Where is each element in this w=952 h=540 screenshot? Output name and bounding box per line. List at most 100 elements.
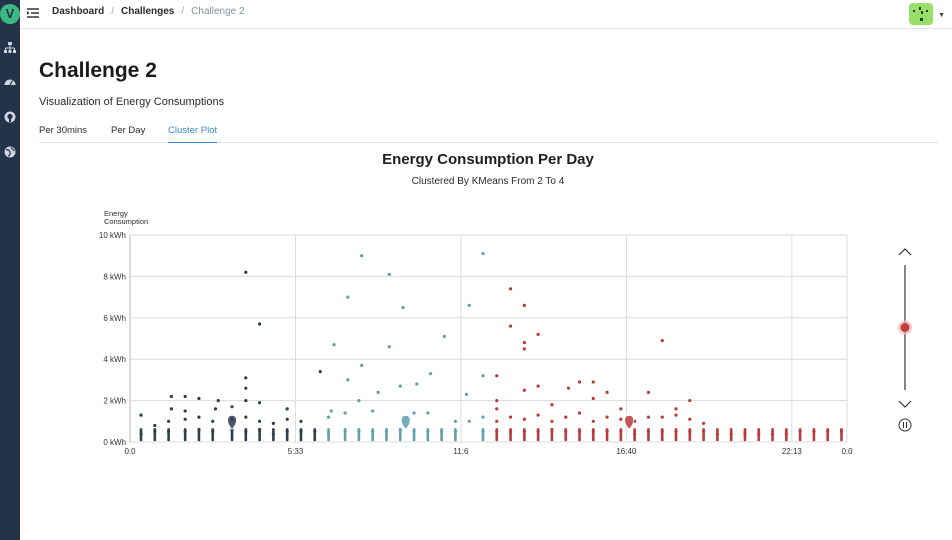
- data-point: [139, 430, 143, 434]
- data-point: [619, 434, 623, 438]
- data-point: [550, 428, 554, 431]
- data-point: [426, 438, 430, 442]
- data-point: [230, 434, 234, 438]
- globe-icon[interactable]: [3, 145, 17, 159]
- data-point: [454, 438, 457, 442]
- data-point: [536, 436, 540, 440]
- data-point: [244, 399, 248, 403]
- data-point: [453, 419, 458, 423]
- chart-title: Energy Consumption Per Day: [382, 151, 594, 168]
- data-point: [244, 436, 248, 440]
- data-point: [619, 438, 623, 442]
- data-point: [619, 432, 623, 436]
- data-point: [674, 436, 678, 440]
- data-point: [197, 428, 201, 431]
- tab-per-30mins[interactable]: Per 30mins: [39, 125, 88, 136]
- data-point: [495, 407, 499, 411]
- data-point: [743, 438, 747, 442]
- cluster-centroid-marker: [400, 414, 411, 430]
- data-point: [495, 419, 499, 423]
- data-point: [743, 436, 747, 440]
- chevron-down-icon[interactable]: [898, 400, 912, 408]
- data-point: [522, 303, 526, 307]
- data-point: [326, 415, 331, 419]
- data-point: [591, 432, 595, 436]
- data-point: [578, 438, 581, 442]
- data-point: [285, 434, 289, 438]
- y-tick-label: 4 kWh: [103, 355, 126, 364]
- data-point: [183, 434, 187, 438]
- menu-toggle-icon[interactable]: [26, 6, 40, 20]
- github-icon[interactable]: [3, 110, 17, 124]
- user-menu-caret-icon[interactable]: ▼: [938, 12, 945, 19]
- data-point: [385, 438, 388, 442]
- x-tick-label: 0:0: [124, 447, 136, 456]
- data-point: [343, 430, 347, 434]
- data-point: [702, 436, 705, 440]
- top-bar: Dashboard / Challenges / Challenge 2 ▼: [20, 0, 952, 29]
- data-point: [313, 438, 317, 442]
- tab-per-day[interactable]: Per Day: [111, 125, 146, 136]
- data-point: [371, 436, 375, 440]
- data-point: [183, 394, 187, 399]
- data-point: [826, 436, 830, 440]
- data-point: [784, 430, 788, 434]
- data-point: [550, 430, 554, 434]
- breadcrumb-current: Challenge 2: [191, 6, 245, 17]
- data-point: [660, 438, 664, 442]
- pause-icon[interactable]: [898, 418, 912, 432]
- data-point: [401, 305, 405, 310]
- avatar[interactable]: [909, 3, 933, 25]
- breadcrumb-challenges[interactable]: Challenges: [121, 6, 175, 17]
- chevron-up-icon[interactable]: [898, 248, 912, 256]
- data-point: [285, 428, 289, 431]
- data-point: [564, 430, 568, 434]
- data-point: [139, 432, 143, 436]
- data-point: [244, 386, 248, 390]
- data-point: [454, 432, 457, 436]
- data-point: [566, 386, 571, 390]
- data-point: [536, 434, 540, 438]
- data-point: [702, 421, 706, 425]
- data-point: [371, 428, 375, 431]
- timeline-slider-thumb[interactable]: [900, 323, 910, 332]
- data-point: [495, 430, 499, 434]
- dashboard-icon[interactable]: [3, 75, 17, 89]
- data-point: [272, 434, 275, 438]
- data-point: [385, 434, 388, 438]
- data-point: [688, 436, 692, 440]
- data-point: [578, 430, 581, 434]
- data-point: [385, 428, 388, 431]
- data-point: [495, 399, 499, 403]
- data-point: [371, 432, 375, 436]
- x-tick-label: 16:40: [616, 447, 637, 456]
- data-point: [426, 428, 430, 431]
- data-point: [550, 434, 554, 438]
- data-point: [729, 432, 733, 436]
- data-point: [702, 434, 705, 438]
- y-axis-label: Energy Consumption: [104, 209, 149, 226]
- data-point: [729, 436, 733, 440]
- data-point: [674, 438, 678, 442]
- data-point: [272, 428, 275, 431]
- data-point: [743, 432, 747, 436]
- data-point: [536, 332, 540, 336]
- data-point: [299, 432, 303, 436]
- breadcrumb-dashboard[interactable]: Dashboard: [52, 6, 105, 17]
- tab-cluster-plot[interactable]: Cluster Plot: [168, 125, 218, 143]
- data-point: [183, 438, 187, 442]
- data-point: [412, 411, 416, 415]
- data-point: [605, 415, 609, 419]
- data-point: [454, 430, 457, 434]
- app-logo[interactable]: V: [0, 4, 20, 24]
- sitemap-icon[interactable]: [3, 41, 17, 55]
- data-point: [313, 434, 317, 438]
- data-point: [771, 428, 774, 431]
- data-point: [183, 428, 187, 431]
- data-point: [771, 434, 774, 438]
- y-tick-label: 8 kWh: [103, 272, 126, 281]
- data-point: [798, 436, 802, 440]
- data-point: [633, 434, 637, 438]
- data-point: [343, 438, 347, 442]
- data-point: [715, 434, 719, 438]
